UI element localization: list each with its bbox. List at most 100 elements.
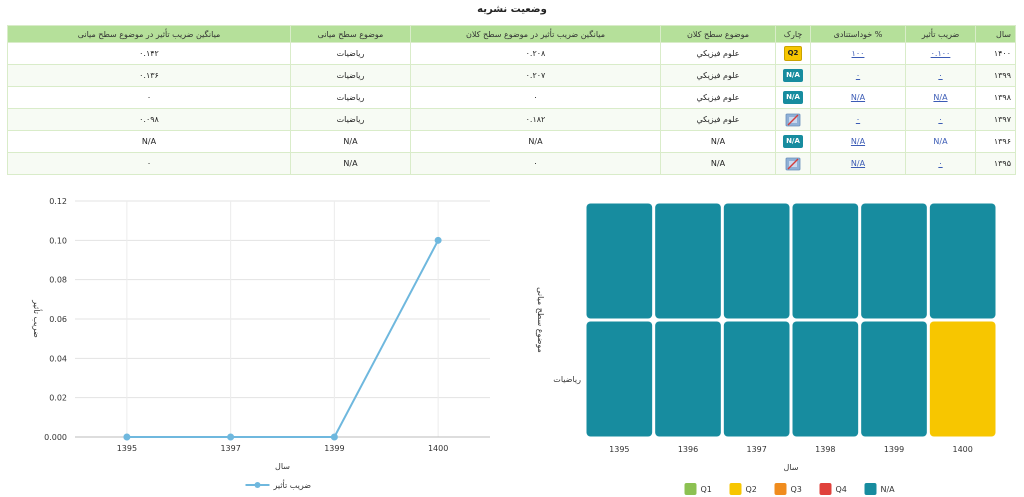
impact-factor-link[interactable]: ۰.۱۰۰ bbox=[930, 49, 951, 58]
legend-swatch bbox=[684, 483, 697, 495]
cell-mid-subject: رياضيات bbox=[290, 42, 411, 65]
cell-mid-subject: N/A bbox=[290, 130, 411, 153]
header-year: سال bbox=[975, 25, 1016, 43]
header-broad-subject: موضوع سطح کلان bbox=[660, 25, 776, 43]
table-row: ۱۳۹۹ ۰ ۰ N/A علوم فیزیکي ۰.۲۰۷ رياضيات ۰… bbox=[7, 64, 1016, 87]
page-title: وضعیت نشریه bbox=[477, 4, 547, 15]
cell-mid-avg: ۰ bbox=[7, 86, 291, 109]
cell-mid-subject: رياضيات bbox=[290, 64, 411, 87]
x-tick-label: 1400 bbox=[952, 445, 972, 454]
x-tick-label: 1397 bbox=[746, 445, 766, 454]
heatmap-cell[interactable] bbox=[586, 321, 653, 437]
cell-broad-subject: علوم فیزیکي bbox=[660, 42, 776, 65]
cell-year: ۱۳۹۷ bbox=[975, 108, 1016, 131]
legend-swatch bbox=[729, 483, 742, 495]
legend-label[interactable]: Q1 bbox=[701, 485, 712, 494]
heatmap-cell[interactable] bbox=[929, 203, 996, 319]
cell-broad-subject: N/A bbox=[660, 130, 776, 153]
cell-broad-avg: ۰.۲۰۷ bbox=[410, 64, 661, 87]
y-axis-title: ضریب تأثیر bbox=[32, 299, 43, 338]
data-point[interactable] bbox=[434, 236, 442, 244]
heatmap-cell[interactable] bbox=[723, 203, 790, 319]
self-citation-link[interactable]: ۰ bbox=[855, 115, 861, 124]
cell-mid-avg: N/A bbox=[7, 130, 291, 153]
self-citation-link[interactable]: ۱۰۰ bbox=[851, 49, 865, 58]
cell-broad-avg: N/A bbox=[410, 130, 661, 153]
quartile-badge: Q2 bbox=[783, 46, 803, 61]
impact-factor-link[interactable]: ۰ bbox=[938, 159, 943, 168]
y-tick-label: رياضيات bbox=[553, 375, 581, 384]
legend-label[interactable]: Q2 bbox=[746, 485, 757, 494]
header-quartile: چارک bbox=[775, 25, 811, 43]
cell-mid-subject: رياضيات bbox=[290, 86, 411, 109]
impact-factor-link[interactable]: N/A bbox=[933, 93, 948, 102]
header-mid-subject: موضوع سطح میانی bbox=[290, 25, 411, 43]
impact-factor-line-chart: 0.000 0.02 0.04 0.06 0.08 0.10 0.12 1395 1397 139… bbox=[32, 197, 490, 490]
table-row: ۱۳۹۵ ۰ N/A N/A ۰ N/A ۰ bbox=[7, 152, 1016, 175]
heatmap-cell[interactable] bbox=[792, 321, 859, 437]
impact-factor-link[interactable]: ۰ bbox=[938, 115, 943, 124]
heatmap-cell[interactable] bbox=[792, 203, 859, 319]
y-tick-label: 0.08 bbox=[49, 276, 67, 285]
heatmap-cell[interactable] bbox=[655, 321, 721, 437]
x-tick-label: 1395 bbox=[117, 444, 137, 453]
x-tick-label: 1396 bbox=[678, 445, 698, 454]
y-axis-title: موضوع سطح میانی bbox=[536, 287, 545, 353]
data-point[interactable] bbox=[227, 433, 235, 441]
data-point[interactable] bbox=[123, 433, 131, 441]
self-citation-link[interactable]: N/A bbox=[850, 159, 866, 168]
heatmap-cell[interactable] bbox=[655, 203, 721, 319]
cell-year: ۱۴۰۰ bbox=[975, 42, 1016, 65]
header-impact-factor: ضریب تأثیر bbox=[905, 25, 976, 43]
header-self-citation: % خوداستنادی bbox=[810, 25, 906, 43]
y-tick-label: 0.02 bbox=[49, 394, 67, 403]
table-row: ۱۴۰۰ ۰.۱۰۰ ۱۰۰ Q2 علوم فیزیکي ۰.۲۰۸ رياض… bbox=[7, 42, 1016, 65]
x-tick-label: 1399 bbox=[884, 445, 904, 454]
legend-label[interactable]: ضریب تأثیر bbox=[273, 479, 312, 490]
cell-broad-subject: N/A bbox=[660, 152, 776, 175]
cell-mid-subject: N/A bbox=[290, 152, 411, 175]
cell-mid-avg: ۰.۰۹۸ bbox=[7, 108, 291, 131]
cell-broad-avg: ۰ bbox=[410, 86, 661, 109]
cell-year: ۱۳۹۸ bbox=[975, 86, 1016, 109]
legend-label[interactable]: Q4 bbox=[836, 485, 847, 494]
table-header-row: سال ضریب تأثیر % خوداستنادی چارک موضوع س… bbox=[7, 25, 1016, 43]
x-axis-title: سال bbox=[275, 462, 290, 471]
legend-label[interactable]: Q3 bbox=[791, 485, 802, 494]
heatmap-cell[interactable] bbox=[861, 321, 927, 437]
x-tick-label: 1397 bbox=[220, 444, 240, 453]
legend-swatch bbox=[774, 483, 787, 495]
y-tick-label: 0.000 bbox=[44, 433, 67, 442]
cell-broad-avg: ۰ bbox=[410, 152, 661, 175]
no-quartile-icon bbox=[785, 157, 801, 170]
self-citation-link[interactable]: N/A bbox=[850, 137, 866, 146]
x-tick-label: 1398 bbox=[815, 445, 835, 454]
series-line bbox=[126, 239, 440, 438]
data-point[interactable] bbox=[330, 433, 338, 441]
heatmap-cell[interactable] bbox=[723, 321, 790, 437]
self-citation-link[interactable]: N/A bbox=[850, 93, 866, 102]
self-citation-link[interactable]: ۰ bbox=[855, 71, 861, 80]
heatmap-cell[interactable] bbox=[929, 321, 996, 437]
cell-mid-avg: ۰.۱۳۶ bbox=[7, 64, 291, 87]
impact-factor-value: N/A bbox=[933, 137, 948, 146]
heatmap-cell[interactable] bbox=[586, 203, 653, 319]
legend-swatch bbox=[864, 483, 877, 495]
cell-year: ۱۳۹۵ bbox=[975, 152, 1016, 175]
x-tick-label: 1400 bbox=[428, 444, 448, 453]
quartile-badge: N/A bbox=[783, 135, 803, 148]
cell-broad-subject: علوم فیزیکي bbox=[660, 108, 776, 131]
x-tick-label: 1399 bbox=[324, 444, 344, 453]
header-mid-avg: میانگین ضریب تأثیر در موضوع سطح میانی bbox=[7, 25, 291, 43]
cell-broad-subject: علوم فیزیکي bbox=[660, 86, 776, 109]
quartile-heatmap-chart: 1395 1396 1397 1398 1399 1400 رياضيات سال موضوع … bbox=[536, 203, 996, 495]
heatmap-cell[interactable] bbox=[861, 203, 927, 319]
quartile-badge: N/A bbox=[783, 91, 803, 104]
cell-mid-avg: ۰.۱۴۲ bbox=[7, 42, 291, 65]
y-tick-label: 0.10 bbox=[49, 236, 67, 245]
legend-label[interactable]: N/A bbox=[881, 485, 896, 494]
journal-status-table: سال ضریب تأثیر % خوداستنادی چارک موضوع س… bbox=[7, 25, 1016, 175]
legend-marker bbox=[254, 482, 261, 488]
impact-factor-link[interactable]: ۰ bbox=[938, 71, 943, 80]
quartile-badge: N/A bbox=[783, 69, 803, 82]
